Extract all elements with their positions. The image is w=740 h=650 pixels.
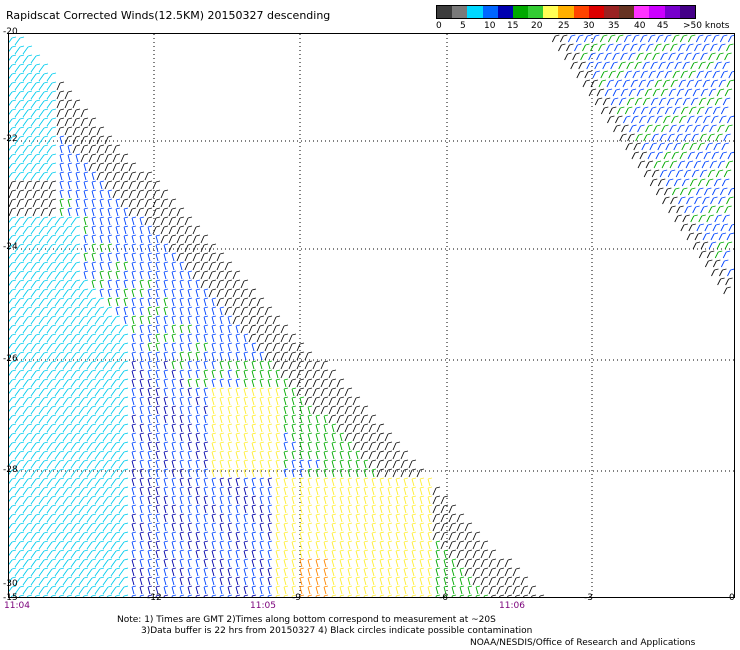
wind-barbs-secondary-swath — [551, 34, 734, 295]
legend-swatch-14 — [649, 6, 665, 18]
legend-label-45: 45 — [657, 21, 669, 31]
time-label-1104: 11:04 — [4, 601, 30, 611]
legend-label-25: 25 — [558, 21, 570, 31]
legend-label-20: 20 — [531, 21, 543, 31]
legend-swatch-5 — [512, 6, 529, 18]
legend-color-bar — [436, 5, 696, 19]
lat-label-22: -22 — [3, 134, 18, 144]
legend-label-10: 10 — [484, 21, 496, 31]
wind-map-plot[interactable] — [8, 33, 735, 598]
lon-label-6: -6 — [439, 593, 448, 603]
footnote-line-2: 3)Data buffer is 22 hrs from 20150327 4)… — [141, 626, 533, 636]
lon-label-0: 0 — [729, 593, 735, 603]
wind-barbs — [9, 36, 545, 597]
legend-swatch-1 — [452, 6, 468, 18]
legend-swatch-10 — [588, 6, 604, 18]
legend-swatch-16 — [679, 6, 695, 18]
legend-swatch-11 — [603, 6, 620, 18]
legend-labels: 0 5 10 15 20 25 30 35 40 45 >50 knots — [436, 19, 730, 33]
map-title: Rapidscat Corrected Winds(12.5KM) 201503… — [6, 9, 331, 22]
legend-label-50: >50 knots — [683, 21, 730, 31]
legend-swatch-9 — [573, 6, 589, 18]
legend-swatch-4 — [497, 6, 513, 18]
lat-label-20: -20 — [3, 27, 18, 37]
lon-label-3: -3 — [584, 593, 593, 603]
lat-label-24: -24 — [3, 242, 18, 252]
lat-label-30: -30 — [3, 579, 18, 589]
legend-swatch-3 — [482, 6, 498, 18]
legend-swatch-12 — [619, 6, 635, 18]
legend-label-5: 5 — [460, 21, 466, 31]
legend-swatch-13 — [634, 6, 650, 18]
lon-label-9: -9 — [292, 593, 301, 603]
time-label-1105: 11:05 — [250, 601, 276, 611]
legend-label-40: 40 — [634, 21, 646, 31]
legend-label-0: 0 — [436, 21, 442, 31]
lat-label-26: -26 — [3, 354, 18, 364]
legend-label-30: 30 — [583, 21, 595, 31]
footnote: Note: 1) Times are GMT 2)Times along bot… — [117, 615, 532, 637]
lon-label-15: -15 — [3, 593, 18, 603]
legend-swatch-15 — [664, 6, 680, 18]
footnote-line-1: Note: 1) Times are GMT 2)Times along bot… — [117, 615, 496, 625]
legend-label-35: 35 — [608, 21, 620, 31]
legend-swatch-2 — [467, 6, 483, 18]
wind-barb-map — [9, 34, 734, 597]
legend-swatch-6 — [528, 6, 544, 18]
legend-swatch-8 — [558, 6, 574, 18]
credit-line: NOAA/NESDIS/Office of Research and Appli… — [470, 638, 696, 648]
legend-swatch-0 — [437, 6, 453, 18]
lon-label-12: -12 — [147, 593, 162, 603]
legend-swatch-7 — [543, 6, 559, 18]
legend-label-15: 15 — [507, 21, 519, 31]
lat-label-28: -28 — [3, 465, 18, 475]
wind-speed-legend: 0 5 10 15 20 25 30 35 40 45 >50 knots — [436, 5, 730, 33]
time-label-1106: 11:06 — [499, 601, 525, 611]
